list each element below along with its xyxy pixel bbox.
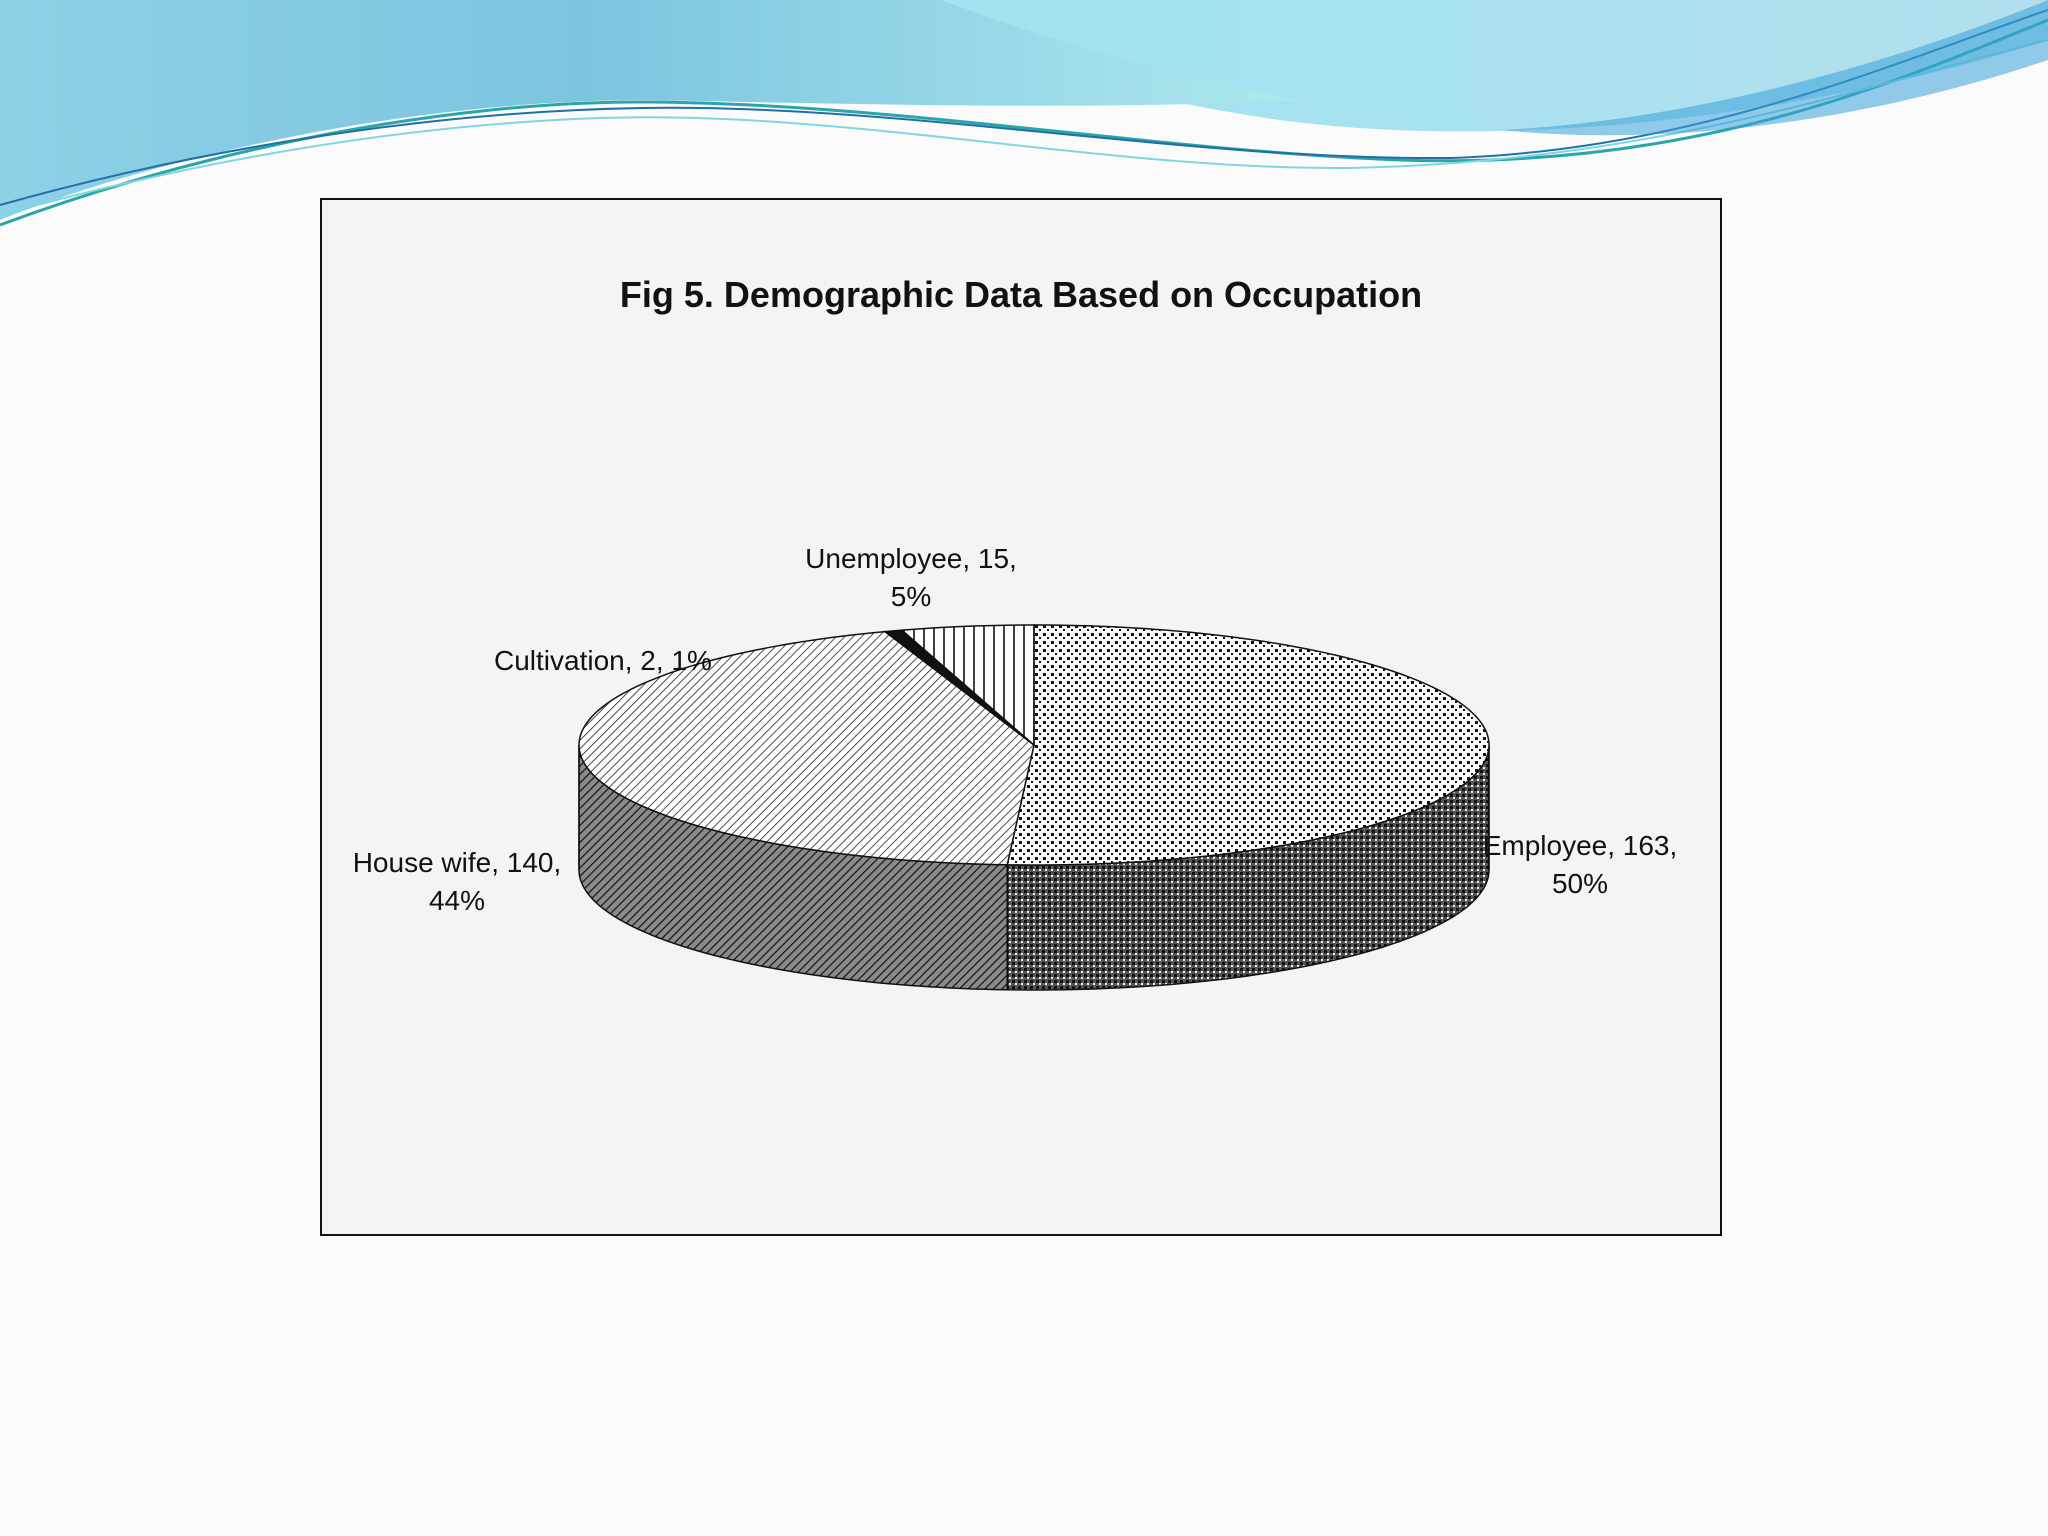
pie-label-employee: Employee, 163, 50% [1483, 830, 1678, 899]
pie-labels: Employee, 163, 50% House wife, 140, 44% Cult… [353, 543, 1678, 916]
pie-label-house-wife: House wife, 140, 44% [353, 847, 562, 916]
pie-slice-unemployee [900, 624, 1035, 747]
pie-label-unemployee: Unemployee, 15, 5% [805, 543, 1017, 612]
chart-frame: Fig 5. Demographic Data Based on Occupat… [320, 198, 1722, 1236]
pie-slice-employee [1006, 624, 1490, 866]
pie-slice-house-wife [578, 630, 1035, 866]
pie-chart: Employee, 163, 50% House wife, 140, 44% Cult… [353, 543, 1678, 991]
decorative-wave-banner [0, 0, 2048, 227]
chart-title: Fig 5. Demographic Data Based on Occupat… [619, 274, 1423, 315]
pie-label-cultivation: Cultivation, 2, 1% [494, 645, 712, 676]
pie-top-faces [578, 624, 1490, 866]
